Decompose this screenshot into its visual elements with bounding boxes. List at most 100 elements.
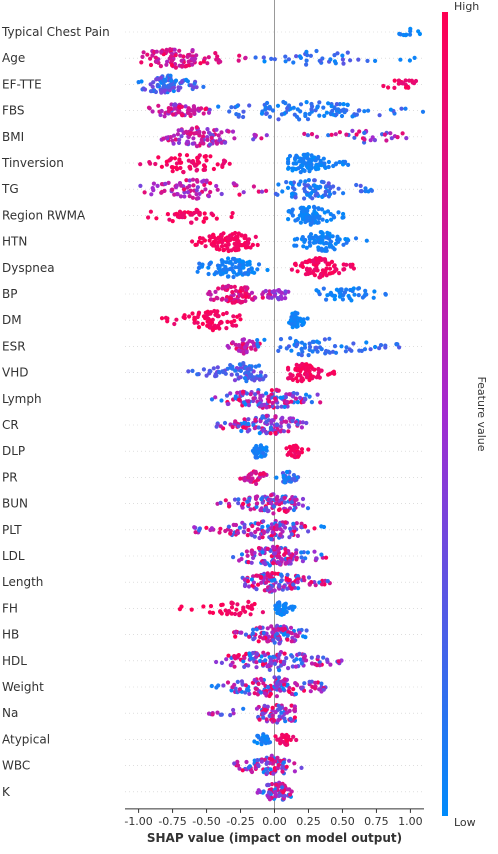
shap-point xyxy=(294,114,300,119)
shap-point xyxy=(207,234,212,239)
shap-point xyxy=(190,141,195,146)
shap-point xyxy=(277,682,282,687)
shap-point xyxy=(236,247,241,252)
feature-label: HDL xyxy=(2,654,27,668)
shap-point xyxy=(271,504,277,509)
shap-point xyxy=(271,511,276,516)
shap-point xyxy=(305,316,310,321)
shap-point xyxy=(291,582,296,587)
shap-point xyxy=(251,137,256,142)
shap-point xyxy=(207,142,213,147)
shap-point xyxy=(281,584,286,590)
shap-point xyxy=(309,400,314,405)
shap-point xyxy=(245,367,250,372)
shap-point xyxy=(329,132,334,137)
shap-point xyxy=(293,664,298,669)
shap-point xyxy=(179,604,184,609)
shap-point xyxy=(225,612,230,617)
shap-point xyxy=(325,209,331,214)
shap-point xyxy=(313,686,318,691)
shap-point xyxy=(267,104,272,109)
shap-point xyxy=(292,658,297,663)
shap-point xyxy=(342,110,347,115)
shap-point xyxy=(148,62,154,68)
shap-point xyxy=(304,100,309,105)
shap-point xyxy=(254,706,260,711)
shap-point xyxy=(208,297,214,302)
shap-point xyxy=(292,525,297,531)
shap-point xyxy=(284,656,289,661)
shap-point xyxy=(251,637,256,642)
shap-point xyxy=(219,258,224,263)
shap-point xyxy=(254,587,259,592)
shap-point xyxy=(235,530,241,536)
shap-point xyxy=(316,260,321,265)
shap-point xyxy=(323,269,328,274)
shap-point xyxy=(347,347,352,352)
shap-point xyxy=(272,57,277,62)
shap-point xyxy=(286,159,291,164)
shap-point xyxy=(294,161,299,166)
shap-point xyxy=(255,527,260,532)
shap-point xyxy=(280,529,285,534)
shap-point xyxy=(356,108,361,113)
shap-point xyxy=(305,53,310,58)
shap-point xyxy=(197,261,202,266)
shap-point xyxy=(298,206,303,211)
feature-label: LDL xyxy=(2,549,25,563)
shap-point xyxy=(273,759,278,764)
shap-point xyxy=(276,388,281,393)
shap-point xyxy=(293,195,298,200)
shap-point xyxy=(301,244,306,249)
shap-point xyxy=(265,783,270,788)
shap-point xyxy=(209,397,215,402)
shap-point xyxy=(332,247,337,252)
shap-point xyxy=(187,164,193,169)
shap-point xyxy=(235,602,240,607)
shap-point xyxy=(250,606,255,611)
shap-point xyxy=(230,256,236,261)
shap-point xyxy=(294,376,299,381)
shap-point xyxy=(220,262,225,267)
shap-point xyxy=(302,189,308,194)
shap-point xyxy=(261,450,266,456)
shap-point xyxy=(189,220,194,225)
shap-point xyxy=(233,634,238,639)
shap-point xyxy=(184,129,189,134)
shap-point xyxy=(268,692,273,697)
shap-point xyxy=(188,130,193,135)
shap-point xyxy=(303,524,308,529)
shap-point xyxy=(263,658,268,663)
shap-point xyxy=(207,289,212,295)
shap-point xyxy=(304,628,309,633)
shap-point xyxy=(158,112,163,118)
shap-point xyxy=(243,294,248,300)
shap-point xyxy=(389,136,394,141)
shap-point xyxy=(288,526,293,531)
shap-point xyxy=(205,137,210,142)
colorbar-title: Feature value xyxy=(475,376,488,451)
shap-point xyxy=(255,692,260,697)
shap-point xyxy=(224,326,229,331)
shap-point xyxy=(327,242,332,247)
shap-point xyxy=(325,579,330,584)
shap-point xyxy=(239,292,244,298)
feature-label: FH xyxy=(2,601,18,615)
shap-point xyxy=(326,181,331,186)
shap-point xyxy=(290,654,295,659)
shap-point xyxy=(138,162,143,167)
shap-point xyxy=(260,711,265,716)
shap-point xyxy=(407,58,412,63)
shap-point xyxy=(269,787,274,792)
shap-point xyxy=(256,763,261,768)
shap-point xyxy=(199,240,204,245)
shap-point xyxy=(239,428,244,434)
shap-point xyxy=(283,547,288,552)
shap-point xyxy=(314,191,319,196)
shap-point xyxy=(266,527,271,532)
shap-point xyxy=(211,166,216,172)
shap-point xyxy=(145,52,150,57)
shap-point xyxy=(174,317,179,322)
shap-point xyxy=(268,426,274,432)
shap-point xyxy=(166,106,171,111)
